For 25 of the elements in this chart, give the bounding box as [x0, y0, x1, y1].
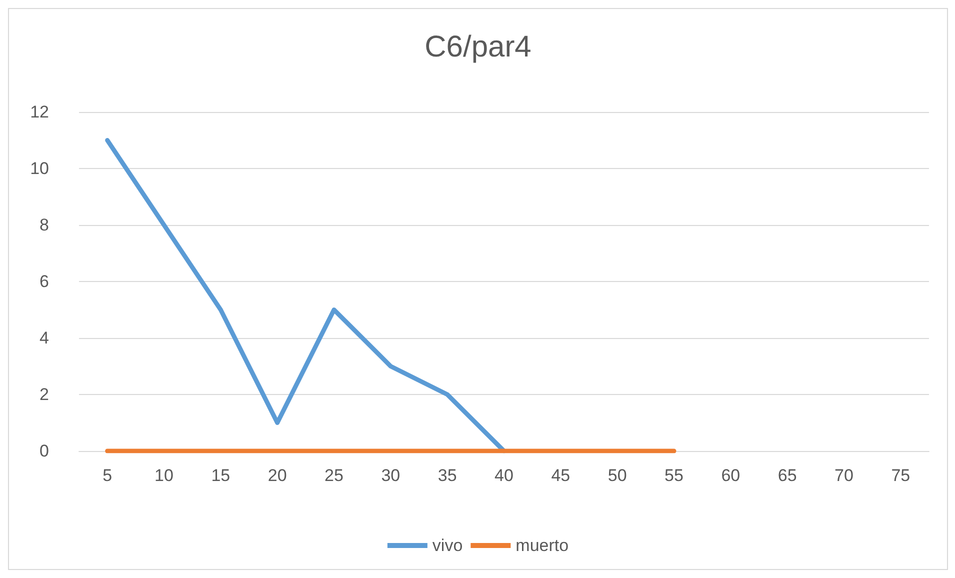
x-tick-label: 70 [834, 466, 854, 485]
x-tick-label: 40 [494, 466, 514, 485]
legend-label: muerto [516, 536, 569, 555]
x-tick-label: 50 [608, 466, 627, 485]
y-tick-label: 4 [40, 328, 49, 348]
y-tick-label: 0 [40, 442, 49, 460]
x-tick-label: 75 [891, 466, 910, 485]
x-tick-label: 45 [551, 466, 570, 485]
x-tick-label: 25 [324, 466, 344, 485]
x-tick-label: 35 [438, 466, 457, 485]
y-tick-label: 8 [40, 216, 49, 234]
x-tick-label: 55 [664, 466, 684, 485]
y-tick-label: 10 [30, 159, 49, 178]
x-tick-label: 15 [211, 466, 230, 485]
legend-label: vivo [432, 536, 463, 555]
x-tick-label: 10 [154, 466, 174, 485]
y-tick-label: 2 [40, 385, 49, 404]
y-tick-label: 6 [40, 272, 49, 291]
y-tick-label: 12 [30, 102, 49, 122]
x-tick-label: 65 [778, 466, 797, 485]
x-tick-label: 60 [721, 466, 740, 485]
x-tick-label: 30 [381, 466, 400, 485]
x-tick-label: 5 [102, 466, 112, 485]
x-tick-label: 20 [268, 466, 287, 485]
chart-title: C6/par4 [424, 30, 532, 64]
